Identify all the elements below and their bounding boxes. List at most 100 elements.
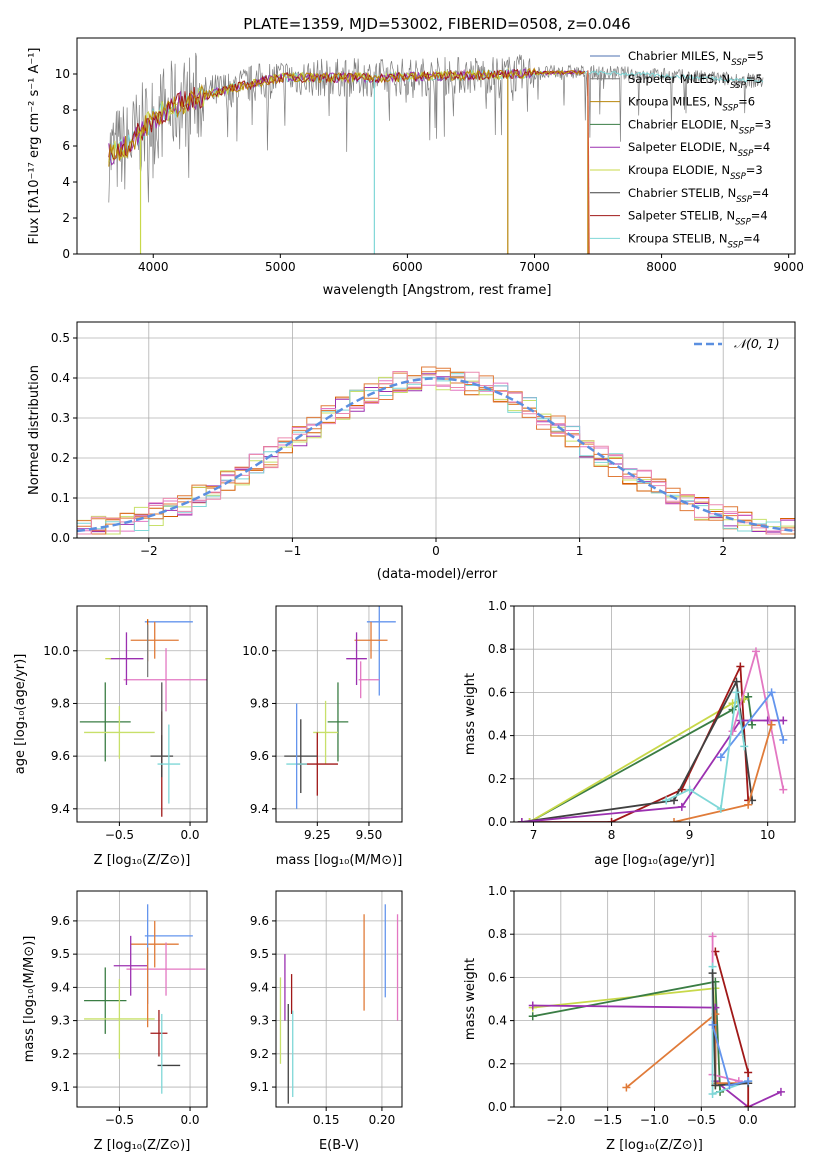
- axes-frame: [76, 321, 796, 539]
- errorbar-point: [327, 682, 349, 762]
- axes-frame: [76, 37, 796, 255]
- x-tick-label: −0.5: [687, 1113, 716, 1127]
- y-tick-label: 0.8: [488, 927, 507, 941]
- x-tick-label: 0: [432, 544, 440, 558]
- y-tick-label: 9.2: [250, 1047, 269, 1061]
- y-tick-label: 0.6: [488, 970, 507, 984]
- y-tick-label: 0: [62, 247, 70, 261]
- axes-frame: [275, 605, 403, 823]
- weight-marker: [751, 647, 760, 656]
- errorbar-point: [126, 942, 206, 996]
- weight-marker: [779, 785, 788, 794]
- x-tick-label: 8: [608, 828, 616, 842]
- y-tick-label: 9.8: [250, 696, 269, 710]
- axes-frame: [513, 605, 796, 823]
- x-tick-label: −0.5: [105, 1113, 134, 1127]
- y-axis-label: mass [log₁₀(M/M⊙)]: [22, 936, 37, 1063]
- weight-marker: [728, 727, 737, 736]
- y-tick-label: 9.5: [51, 947, 70, 961]
- x-tick-label: 1: [576, 544, 584, 558]
- x-tick-label: 7000: [519, 260, 550, 274]
- errorbar-point: [346, 632, 367, 686]
- legend-nssp: =4: [752, 186, 769, 200]
- weight-marker: [744, 1103, 753, 1107]
- legend-label-SM: Salpeter MILES, NSSP=5: [628, 72, 763, 91]
- histogram-step-7: [77, 371, 795, 535]
- y-tick-label: 0.4: [488, 1014, 507, 1028]
- x-tick-label: −1.5: [593, 1113, 622, 1127]
- errorbar-point: [150, 735, 174, 778]
- weight-marker: [732, 677, 741, 686]
- x-axis-label: (data-model)/error: [377, 567, 498, 582]
- weight-marker: [748, 720, 757, 729]
- weight-marker: [744, 800, 753, 809]
- legend-label-CM: Chabrier MILES, NSSP=5: [628, 49, 764, 68]
- y-tick-label: 9.8: [51, 696, 70, 710]
- x-tick-label: −1.0: [640, 1113, 669, 1127]
- legend-subscript: SSP: [728, 240, 744, 250]
- y-tick-label: 9.5: [250, 947, 269, 961]
- axes-frame: [76, 605, 208, 823]
- legend-label-SE: Salpeter ELODIE, NSSP=4: [628, 140, 770, 159]
- weight-marker: [736, 662, 745, 671]
- panel-mass_weight_vs_age: 7 8 9 10 0.0 0.2 0.4 0.6 0.8 1.0 age [log₁₀(age/yr…: [463, 599, 796, 868]
- x-axis-label: age [log₁₀(age/yr)]: [594, 853, 715, 868]
- y-tick-label: 9.6: [250, 749, 269, 763]
- y-tick-label: 0.2: [488, 1057, 507, 1071]
- spectrum-line-SS: [108, 67, 585, 160]
- weight-marker: [740, 742, 749, 751]
- x-tick-label: 7: [530, 828, 538, 842]
- legend-nssp: =4: [753, 140, 770, 154]
- y-tick-label: 0.3: [51, 411, 70, 425]
- legend-nssp: =6: [738, 95, 755, 109]
- x-tick-label: 2: [719, 544, 727, 558]
- weight-marker: [528, 1012, 537, 1021]
- x-tick-label: 4000: [138, 260, 169, 274]
- weight-marker: [732, 688, 741, 697]
- x-axis-label: Z [log₁₀(Z/Z⊙)]: [606, 1138, 703, 1153]
- x-axis-label: E(B-V): [319, 1138, 359, 1153]
- weight-marker: [708, 1090, 717, 1099]
- y-tick-label: 2: [62, 211, 70, 225]
- weight-line-3: [521, 678, 753, 822]
- weight-marker: [767, 720, 776, 729]
- y-tick-label: 6: [62, 139, 70, 153]
- y-tick-label: 10: [55, 67, 70, 81]
- x-tick-label: −1: [284, 544, 302, 558]
- weight-marker: [767, 688, 776, 697]
- x-axis-label: mass [log₁₀(M/M⊙)]: [276, 853, 403, 868]
- errorbar-point: [84, 706, 155, 759]
- axes-frame: [513, 890, 796, 1108]
- gaussian-curve: [77, 377, 795, 533]
- legend-nssp: =4: [743, 231, 760, 245]
- weight-marker: [525, 818, 534, 822]
- y-tick-label: 4: [62, 175, 70, 189]
- errorbar-point: [109, 632, 144, 686]
- legend-label-KS: Kroupa STELIB, NSSP=4: [628, 231, 760, 250]
- legend-subscript: SSP: [730, 81, 746, 91]
- legend-label-KM: Kroupa MILES, NSSP=6: [628, 95, 755, 114]
- legend-subscript: SSP: [735, 218, 751, 228]
- legend-label-SS: Salpeter STELIB, NSSP=4: [628, 209, 768, 228]
- y-axis-label: Flux [fλ10⁻¹⁷ erg cm⁻² s⁻¹ A⁻¹]: [27, 48, 42, 245]
- x-axis-label: Z [log₁₀(Z/Z⊙)]: [94, 853, 191, 868]
- weight-marker: [708, 1020, 717, 1029]
- weight-marker: [776, 1087, 785, 1096]
- y-tick-label: 0.2: [488, 772, 507, 786]
- x-tick-label: 0.0: [180, 828, 199, 842]
- plot-area: [84, 904, 206, 1094]
- y-tick-label: 9.6: [51, 749, 70, 763]
- legend-label-KE: Kroupa ELODIE, NSSP=3: [628, 163, 763, 182]
- weight-marker: [670, 818, 679, 822]
- plot-area: [517, 647, 788, 822]
- plot-area: [79, 619, 207, 817]
- axes-frame: [275, 890, 403, 1108]
- plot-area: [528, 932, 785, 1107]
- y-tick-label: 0.4: [51, 371, 70, 385]
- legend-nssp: =5: [746, 72, 763, 86]
- weight-marker: [622, 1083, 631, 1092]
- weight-marker: [711, 1081, 720, 1090]
- axes-frame: [76, 890, 208, 1108]
- y-tick-label: 0.6: [488, 685, 507, 699]
- x-axis-label: Z [log₁₀(Z/Z⊙)]: [94, 1138, 191, 1153]
